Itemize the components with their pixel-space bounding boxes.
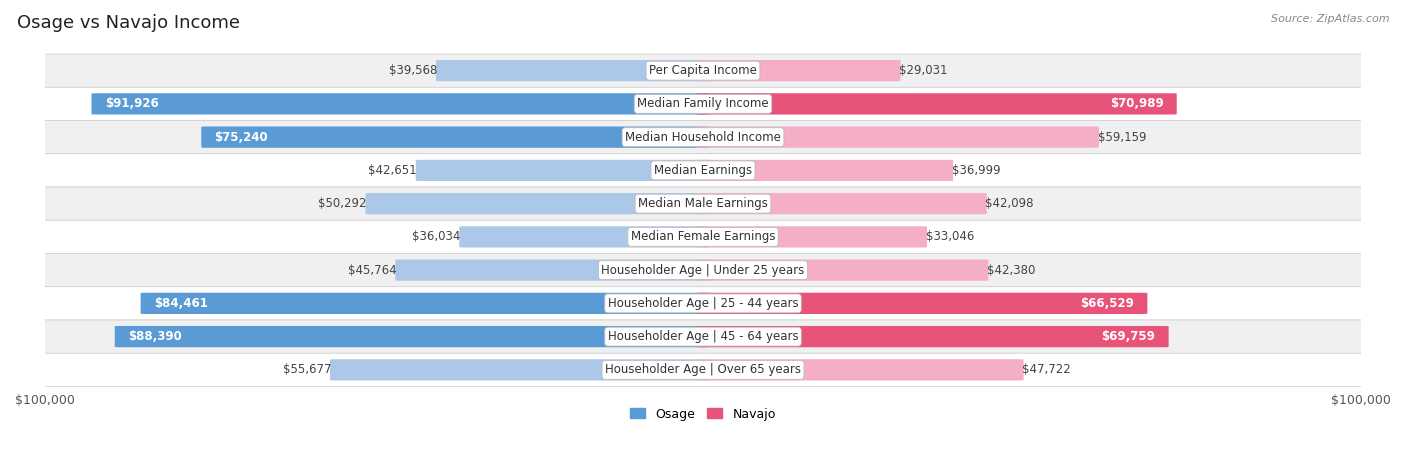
Text: Median Earnings: Median Earnings bbox=[654, 164, 752, 177]
Text: $75,240: $75,240 bbox=[215, 131, 269, 144]
Text: $33,046: $33,046 bbox=[925, 230, 974, 243]
Text: Median Household Income: Median Household Income bbox=[626, 131, 780, 144]
FancyBboxPatch shape bbox=[416, 160, 710, 181]
FancyBboxPatch shape bbox=[32, 220, 1374, 254]
Text: Source: ZipAtlas.com: Source: ZipAtlas.com bbox=[1271, 14, 1389, 24]
Text: $59,159: $59,159 bbox=[1098, 131, 1146, 144]
FancyBboxPatch shape bbox=[696, 127, 1099, 148]
Text: $42,380: $42,380 bbox=[987, 264, 1036, 276]
FancyBboxPatch shape bbox=[696, 326, 1168, 347]
Text: Householder Age | 25 - 44 years: Householder Age | 25 - 44 years bbox=[607, 297, 799, 310]
Text: Median Family Income: Median Family Income bbox=[637, 98, 769, 110]
Text: $29,031: $29,031 bbox=[900, 64, 948, 77]
FancyBboxPatch shape bbox=[91, 93, 710, 114]
FancyBboxPatch shape bbox=[366, 193, 710, 214]
FancyBboxPatch shape bbox=[460, 226, 710, 248]
Text: $66,529: $66,529 bbox=[1080, 297, 1135, 310]
Text: Osage vs Navajo Income: Osage vs Navajo Income bbox=[17, 14, 240, 32]
Text: $36,999: $36,999 bbox=[952, 164, 1000, 177]
Text: Householder Age | 45 - 64 years: Householder Age | 45 - 64 years bbox=[607, 330, 799, 343]
Text: $84,461: $84,461 bbox=[153, 297, 208, 310]
FancyBboxPatch shape bbox=[201, 127, 710, 148]
Legend: Osage, Navajo: Osage, Navajo bbox=[626, 403, 780, 425]
Text: $42,651: $42,651 bbox=[368, 164, 418, 177]
Text: $50,292: $50,292 bbox=[318, 197, 367, 210]
FancyBboxPatch shape bbox=[32, 353, 1374, 387]
Text: $47,722: $47,722 bbox=[1022, 363, 1071, 376]
FancyBboxPatch shape bbox=[696, 226, 927, 248]
FancyBboxPatch shape bbox=[32, 54, 1374, 87]
FancyBboxPatch shape bbox=[696, 293, 1147, 314]
FancyBboxPatch shape bbox=[32, 120, 1374, 154]
Text: Householder Age | Under 25 years: Householder Age | Under 25 years bbox=[602, 264, 804, 276]
FancyBboxPatch shape bbox=[32, 87, 1374, 120]
FancyBboxPatch shape bbox=[32, 287, 1374, 320]
Text: $69,759: $69,759 bbox=[1102, 330, 1156, 343]
Text: $70,989: $70,989 bbox=[1109, 98, 1164, 110]
FancyBboxPatch shape bbox=[32, 320, 1374, 353]
Text: $36,034: $36,034 bbox=[412, 230, 461, 243]
FancyBboxPatch shape bbox=[696, 93, 1177, 114]
Text: $91,926: $91,926 bbox=[104, 98, 159, 110]
Text: $55,677: $55,677 bbox=[283, 363, 332, 376]
FancyBboxPatch shape bbox=[696, 260, 988, 281]
FancyBboxPatch shape bbox=[330, 359, 710, 381]
FancyBboxPatch shape bbox=[115, 326, 710, 347]
FancyBboxPatch shape bbox=[32, 254, 1374, 287]
Text: Median Male Earnings: Median Male Earnings bbox=[638, 197, 768, 210]
FancyBboxPatch shape bbox=[696, 359, 1024, 381]
FancyBboxPatch shape bbox=[696, 60, 901, 81]
FancyBboxPatch shape bbox=[436, 60, 710, 81]
FancyBboxPatch shape bbox=[32, 154, 1374, 187]
Text: Householder Age | Over 65 years: Householder Age | Over 65 years bbox=[605, 363, 801, 376]
FancyBboxPatch shape bbox=[696, 193, 987, 214]
Text: Median Female Earnings: Median Female Earnings bbox=[631, 230, 775, 243]
Text: $88,390: $88,390 bbox=[128, 330, 181, 343]
Text: $42,098: $42,098 bbox=[986, 197, 1033, 210]
Text: Per Capita Income: Per Capita Income bbox=[650, 64, 756, 77]
Text: $45,764: $45,764 bbox=[347, 264, 396, 276]
Text: $39,568: $39,568 bbox=[389, 64, 437, 77]
FancyBboxPatch shape bbox=[141, 293, 710, 314]
FancyBboxPatch shape bbox=[32, 187, 1374, 220]
FancyBboxPatch shape bbox=[395, 260, 710, 281]
FancyBboxPatch shape bbox=[696, 160, 953, 181]
